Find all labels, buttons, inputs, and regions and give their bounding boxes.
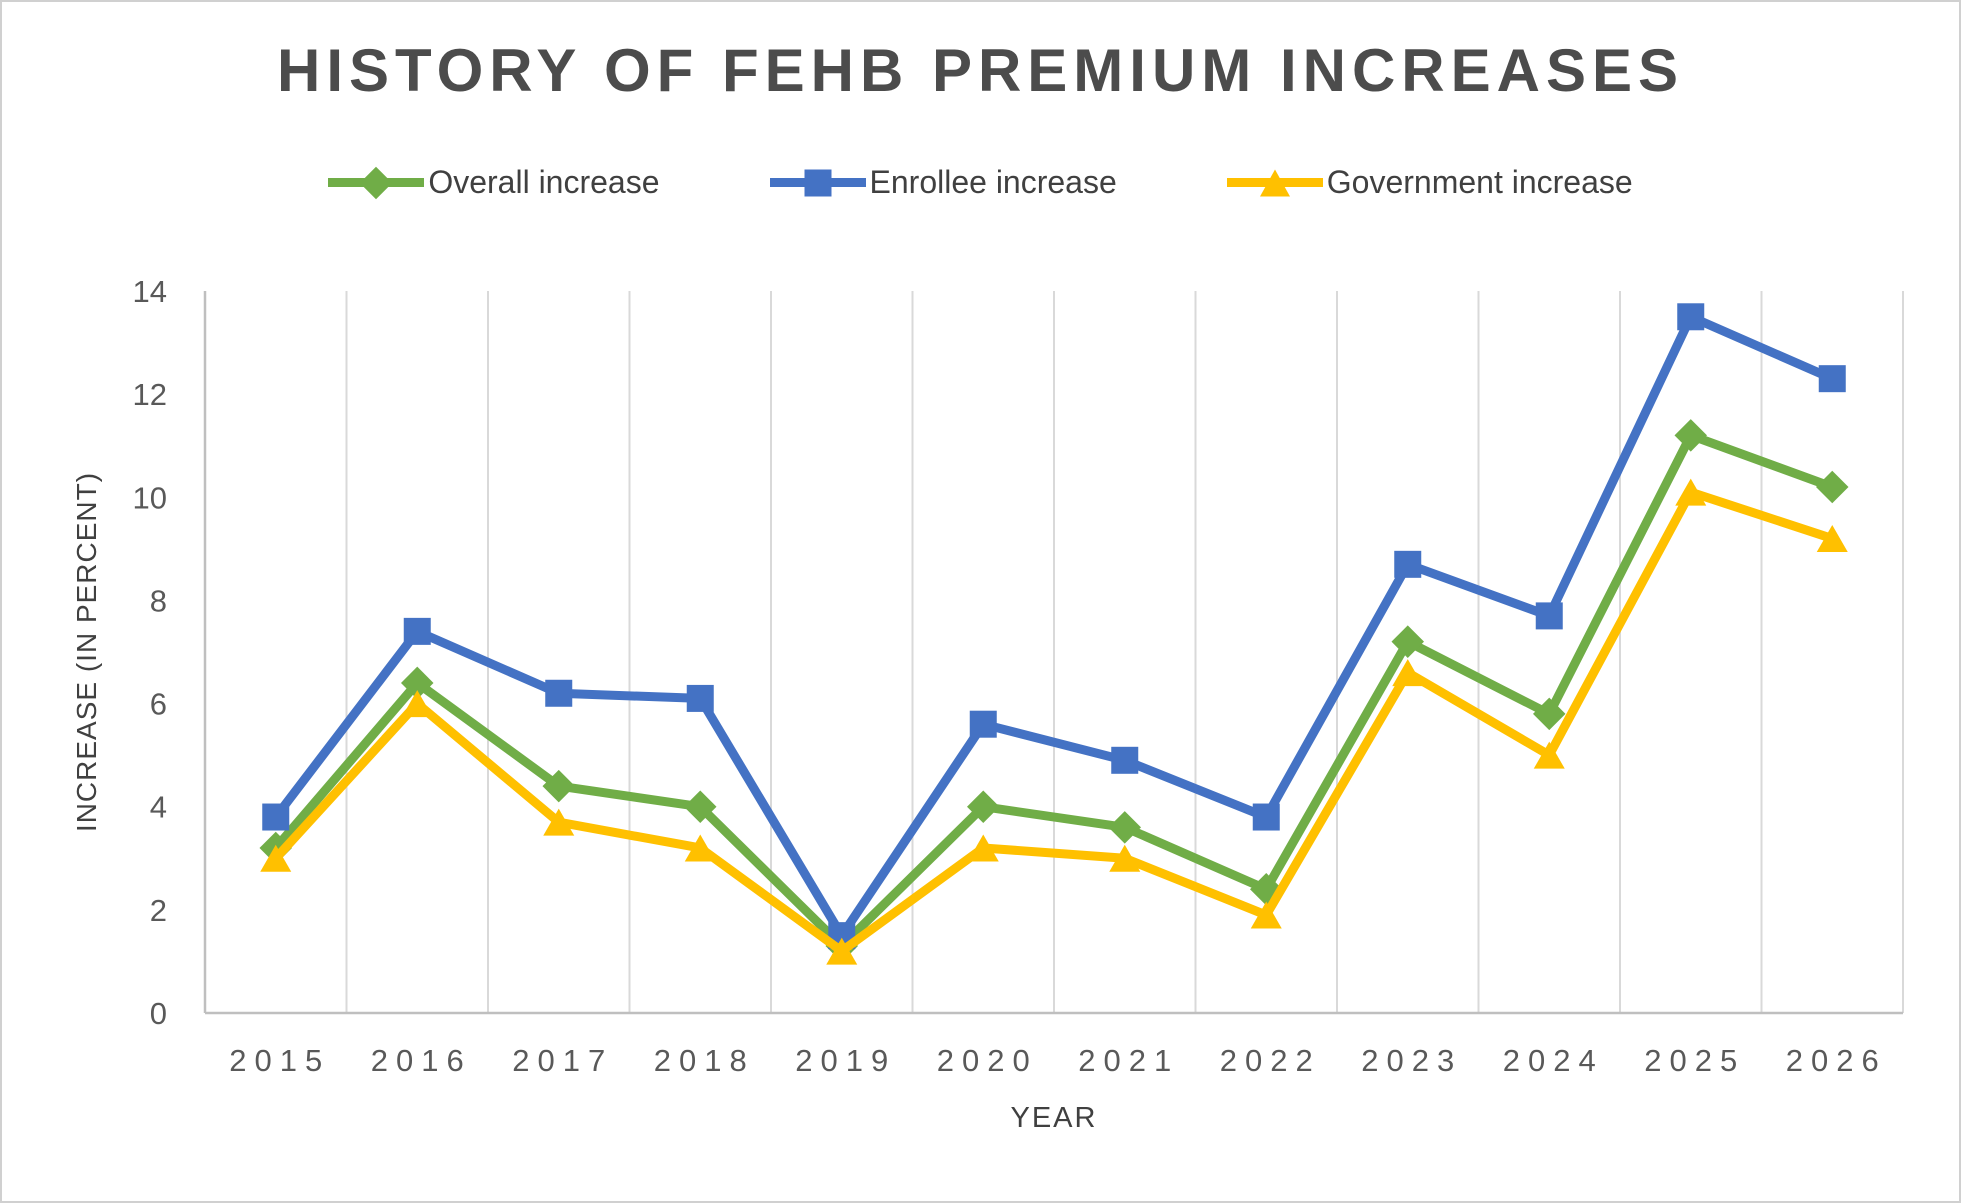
y-tick-label: 12 [133,377,167,412]
overall-increase-diamond-marker [966,790,1000,823]
enrollee-increase-square-marker [1818,365,1846,393]
enrollee-increase-square-icon [769,166,866,200]
enrollee-increase-square-marker [1394,550,1422,578]
y-tick-label: 6 [150,687,167,722]
overall-increase-diamond-marker [400,666,434,700]
overall-increase-diamond-marker [1391,625,1425,658]
legend-label: Government increase [1326,164,1633,200]
enrollee-increase-square-marker [403,617,431,645]
overall-increase-diamond-marker [1532,697,1566,731]
government-increase-triangle-marker [1816,525,1848,553]
government-increase-triangle-marker [260,844,292,872]
overall-increase-diamond-icon [328,166,425,200]
series-line-enrollee-increase [271,312,1837,941]
overall-increase-diamond-marker [683,790,717,823]
enrollee-increase-square-marker [1252,803,1280,831]
government-increase-triangle-marker [1675,478,1707,506]
x-tick-label: 2024 [1503,1043,1604,1078]
overall-increase-diamond-marker [1815,470,1849,504]
chart-legend: Overall increase Enrollee increase Gover… [2,164,1959,201]
government-increase-triangle-marker [826,937,858,965]
legend-label: Overall increase [428,164,660,200]
y-tick-label: 0 [150,996,167,1031]
x-tick-label: 2018 [654,1043,755,1078]
enrollee-increase-square-marker [1535,602,1563,630]
x-tick-label: 2023 [1361,1043,1462,1078]
government-increase-triangle-marker [1392,659,1424,687]
x-tick-label: 2026 [1786,1043,1887,1078]
overall-increase-diamond-marker [1108,811,1142,844]
government-increase-triangle-marker [543,808,575,836]
enrollee-increase-square-marker [686,684,714,712]
government-increase-triangle-marker [684,834,716,862]
government-increase-triangle-marker [1109,844,1141,872]
overall-increase-diamond-marker [1674,419,1708,452]
enrollee-increase-square-marker [1677,303,1705,331]
series-line-government-increase [271,487,1837,956]
x-tick-label: 2020 [937,1043,1038,1078]
y-axis-title: INCREASE (IN PERCENT) [71,471,102,833]
y-tick-label: 14 [133,274,167,309]
legend-item-overall-increase: Overall increase [328,164,660,201]
y-tick-label: 2 [150,893,167,928]
legend-item-enrollee-increase: Enrollee increase [769,164,1117,201]
legend-label: Enrollee increase [869,164,1117,200]
x-tick-label: 2015 [229,1043,330,1078]
government-increase-triangle-marker [1250,901,1282,929]
government-increase-triangle-marker [401,690,433,718]
enrollee-increase-square-marker [969,710,997,738]
y-tick-label: 10 [133,480,167,515]
x-tick-label: 2017 [512,1043,613,1078]
x-tick-label: 2021 [1078,1043,1179,1078]
x-tick-label: 2019 [795,1043,896,1078]
x-tick-label: 2016 [371,1043,472,1078]
government-increase-triangle-marker [1533,741,1565,769]
x-tick-label: 2022 [1220,1043,1321,1078]
series-line-overall-increase [271,430,1837,951]
enrollee-increase-square-marker [545,679,573,707]
y-tick-label: 8 [150,583,167,618]
legend-item-government-increase: Government increase [1226,164,1633,201]
enrollee-increase-square-marker [262,803,290,831]
x-tick-label: 2025 [1644,1043,1745,1078]
enrollee-increase-square-marker [1111,746,1139,774]
government-increase-triangle-icon [1226,166,1323,200]
chart-title: HISTORY OF FEHB PREMIUM INCREASES [276,37,1685,104]
x-axis-title: YEAR [1010,1102,1098,1134]
overall-increase-diamond-marker [542,769,576,803]
y-tick-label: 4 [150,790,167,825]
government-increase-triangle-marker [967,834,999,862]
